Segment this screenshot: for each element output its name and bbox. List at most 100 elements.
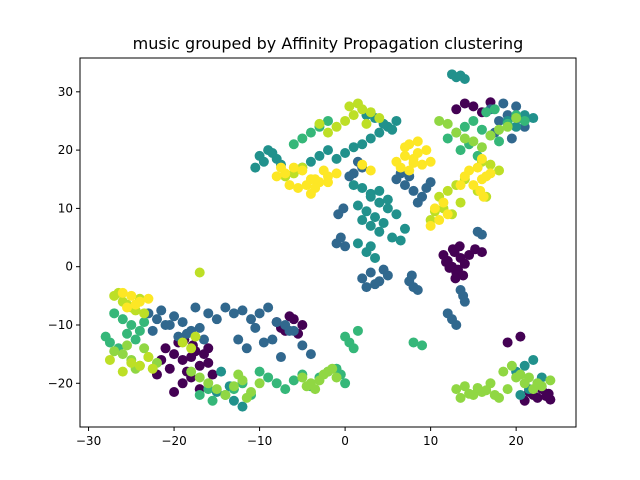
data-point [258, 156, 269, 167]
data-point [318, 165, 329, 176]
data-point [194, 322, 205, 333]
data-point [494, 165, 505, 176]
data-point [233, 369, 244, 380]
data-point [216, 366, 227, 377]
data-point [254, 378, 265, 389]
data-point [323, 177, 333, 188]
data-point [408, 157, 419, 168]
data-point [532, 378, 543, 389]
data-point [412, 197, 423, 208]
data-point [498, 366, 509, 377]
data-point [241, 392, 252, 403]
data-point [365, 188, 376, 199]
data-point [207, 369, 218, 380]
data-point [374, 197, 385, 208]
data-point [506, 360, 517, 371]
data-point [489, 389, 500, 400]
data-point [451, 384, 462, 395]
data-point [186, 343, 197, 354]
data-point [378, 217, 389, 228]
data-point [472, 162, 483, 173]
data-point [297, 372, 308, 383]
data-point [442, 133, 453, 144]
data-point [374, 226, 385, 237]
data-point [169, 349, 180, 360]
data-point [181, 328, 192, 339]
data-point [147, 363, 158, 374]
x-tick-label: −10 [247, 434, 272, 448]
data-point [305, 127, 316, 138]
data-point [237, 401, 248, 412]
data-point [143, 352, 154, 363]
data-point [511, 113, 522, 124]
data-point [305, 349, 316, 360]
y-tick-label: 0 [65, 260, 73, 274]
data-point [190, 302, 201, 313]
data-point [374, 127, 385, 138]
data-point [370, 252, 381, 263]
data-point [425, 156, 436, 167]
data-point [502, 384, 513, 395]
data-point [382, 203, 393, 214]
data-point [459, 258, 470, 269]
data-point [506, 133, 517, 144]
data-point [481, 171, 492, 182]
data-point [164, 363, 175, 374]
data-point [297, 133, 308, 144]
data-point [454, 241, 465, 252]
data-point [421, 145, 432, 156]
data-point [438, 197, 449, 208]
y-axis: −20 −10 0 10 20 30 [48, 85, 80, 390]
data-point [190, 331, 201, 342]
data-point [365, 107, 376, 118]
data-point [412, 285, 423, 296]
data-point [297, 340, 308, 351]
data-point [254, 308, 265, 319]
data-point [323, 145, 333, 156]
data-point [387, 232, 398, 243]
data-point [134, 360, 145, 371]
data-point [348, 343, 359, 354]
data-point [228, 308, 239, 319]
data-point [258, 337, 269, 348]
data-point [301, 180, 312, 191]
data-point [335, 232, 346, 243]
data-point [340, 241, 351, 252]
data-point [459, 133, 470, 144]
data-point [246, 314, 257, 325]
data-point [310, 174, 321, 185]
data-point [211, 314, 222, 325]
data-point [203, 308, 214, 319]
data-point [327, 363, 338, 374]
data-point [331, 121, 342, 132]
data-point [404, 165, 415, 176]
data-point [117, 349, 128, 360]
data-point [352, 98, 363, 109]
data-point [399, 150, 410, 161]
data-point [494, 115, 505, 126]
data-point [340, 148, 351, 159]
x-tick-label: 20 [508, 434, 523, 448]
data-point [458, 290, 469, 301]
data-point [147, 325, 158, 336]
data-point [340, 378, 351, 389]
data-point [352, 200, 363, 211]
data-point [523, 372, 534, 383]
data-point [109, 308, 120, 319]
data-point [502, 121, 513, 132]
data-point [455, 392, 466, 403]
data-point [442, 118, 453, 129]
data-point [494, 136, 505, 147]
y-tick-label: −20 [48, 376, 73, 390]
data-point [399, 180, 410, 191]
data-point [194, 360, 205, 371]
data-point [365, 267, 376, 278]
data-point [442, 185, 453, 196]
data-point [241, 343, 252, 354]
data-point [117, 287, 128, 298]
data-point [485, 130, 496, 141]
data-point [233, 334, 244, 345]
data-point [331, 168, 342, 179]
data-point [237, 305, 248, 316]
